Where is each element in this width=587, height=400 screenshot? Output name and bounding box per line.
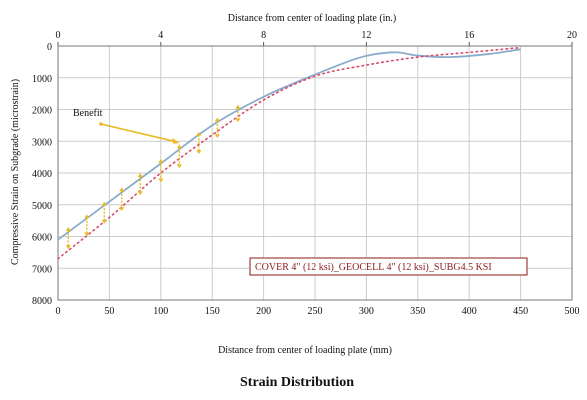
benefit-arrow-head-up — [235, 104, 241, 109]
benefit-arrow-head-down — [196, 149, 202, 154]
benefit-arrow-head-up — [158, 158, 164, 163]
x-tick-label: 500 — [565, 306, 580, 317]
benefit-arrow-head-down — [84, 232, 90, 237]
benefit-pointer-arrow — [100, 123, 177, 143]
plot-frame — [57, 42, 573, 301]
legend-box — [249, 257, 528, 276]
benefit-arrow-head-up — [214, 117, 220, 122]
benefit-arrow — [158, 158, 164, 183]
figure-caption: Strain Distribution — [240, 375, 354, 390]
x-tick-label: 200 — [256, 306, 271, 317]
y-tick-label: 3000 — [32, 137, 52, 148]
benefit-arrow-head-up — [196, 131, 202, 136]
benefit-arrow — [101, 201, 107, 224]
x-tick-label: 0 — [56, 306, 61, 317]
y-tick-label: 2000 — [32, 106, 52, 117]
benefit-arrow-head-down — [176, 164, 182, 169]
y-tick-label: 6000 — [32, 233, 52, 244]
benefit-arrow — [196, 131, 202, 154]
bottom-x-axis-title: Distance from center of loading plate (m… — [218, 345, 392, 356]
benefit-arrow — [65, 226, 71, 250]
top-x-axis-title: Distance from center of loading plate (i… — [228, 13, 397, 24]
top-x-tick-label: 4 — [158, 30, 163, 41]
top-x-tick-label: 0 — [56, 30, 61, 41]
benefit-arrow-head-down — [119, 207, 125, 212]
x-tick-label: 250 — [308, 306, 323, 317]
plot-border — [57, 45, 573, 301]
benefit-arrow-head-up — [176, 144, 182, 149]
x-tick-label: 450 — [513, 306, 528, 317]
benefit-annotation: Benefit — [73, 108, 180, 144]
benefit-arrow-head-down — [214, 134, 220, 139]
x-tick-label: 100 — [153, 306, 168, 317]
benefit-arrow-head-up — [101, 201, 107, 206]
benefit-arrow — [137, 173, 143, 196]
top-x-tick-label: 16 — [464, 30, 474, 41]
benefit-arrow-head-up — [84, 214, 90, 219]
benefit-pointer-head — [172, 137, 180, 144]
y-tick-label: 5000 — [32, 201, 52, 212]
y-tick-label: 7000 — [32, 264, 52, 275]
legend-label: COVER 4" (12 ksi)_GEOCELL 4" (12 ksi)_SU… — [255, 262, 492, 273]
series-group — [57, 46, 522, 260]
benefit-arrow-head-down — [158, 178, 164, 183]
top-x-tick-label: 20 — [567, 30, 577, 41]
benefit-arrow-head-up — [65, 226, 71, 231]
benefit-arrow-head-down — [101, 219, 107, 224]
x-tick-label: 400 — [462, 306, 477, 317]
y-axis-title: Compressive Strain on Subgrade (microstr… — [10, 79, 21, 265]
legend: COVER 4" (12 ksi)_GEOCELL 4" (12 ksi)_SU… — [249, 257, 528, 276]
benefit-arrow-head-down — [65, 245, 71, 250]
tick-labels: 0 50 100 150 200 250 300 350 400 450 5000100020003… — [32, 30, 580, 317]
y-tick-label: 1000 — [32, 74, 52, 85]
benefit-arrow-head-up — [119, 187, 125, 192]
x-tick-label: 150 — [205, 306, 220, 317]
x-tick-label: 300 — [359, 306, 374, 317]
y-tick-label: 4000 — [32, 169, 52, 180]
benefit-label: Benefit — [73, 108, 103, 119]
benefit-arrow-head-down — [137, 191, 143, 196]
benefit-arrow — [235, 104, 241, 123]
benefit-arrow — [176, 144, 182, 169]
y-tick-label: 8000 — [32, 296, 52, 307]
top-x-tick-label: 8 — [261, 30, 266, 41]
series-line-dotted — [57, 46, 522, 260]
x-tick-label: 350 — [410, 306, 425, 317]
benefit-arrow — [84, 214, 90, 237]
benefit-arrow-head-up — [137, 173, 143, 177]
y-tick-label: 0 — [47, 42, 52, 53]
benefit-arrow-head-down — [235, 118, 241, 123]
benefit-pointer-dot — [99, 122, 103, 126]
benefit-arrow — [214, 117, 220, 139]
x-tick-label: 50 — [104, 306, 114, 317]
benefit-arrow — [119, 187, 125, 212]
benefit-arrows — [65, 104, 241, 250]
top-x-tick-label: 12 — [361, 30, 371, 41]
